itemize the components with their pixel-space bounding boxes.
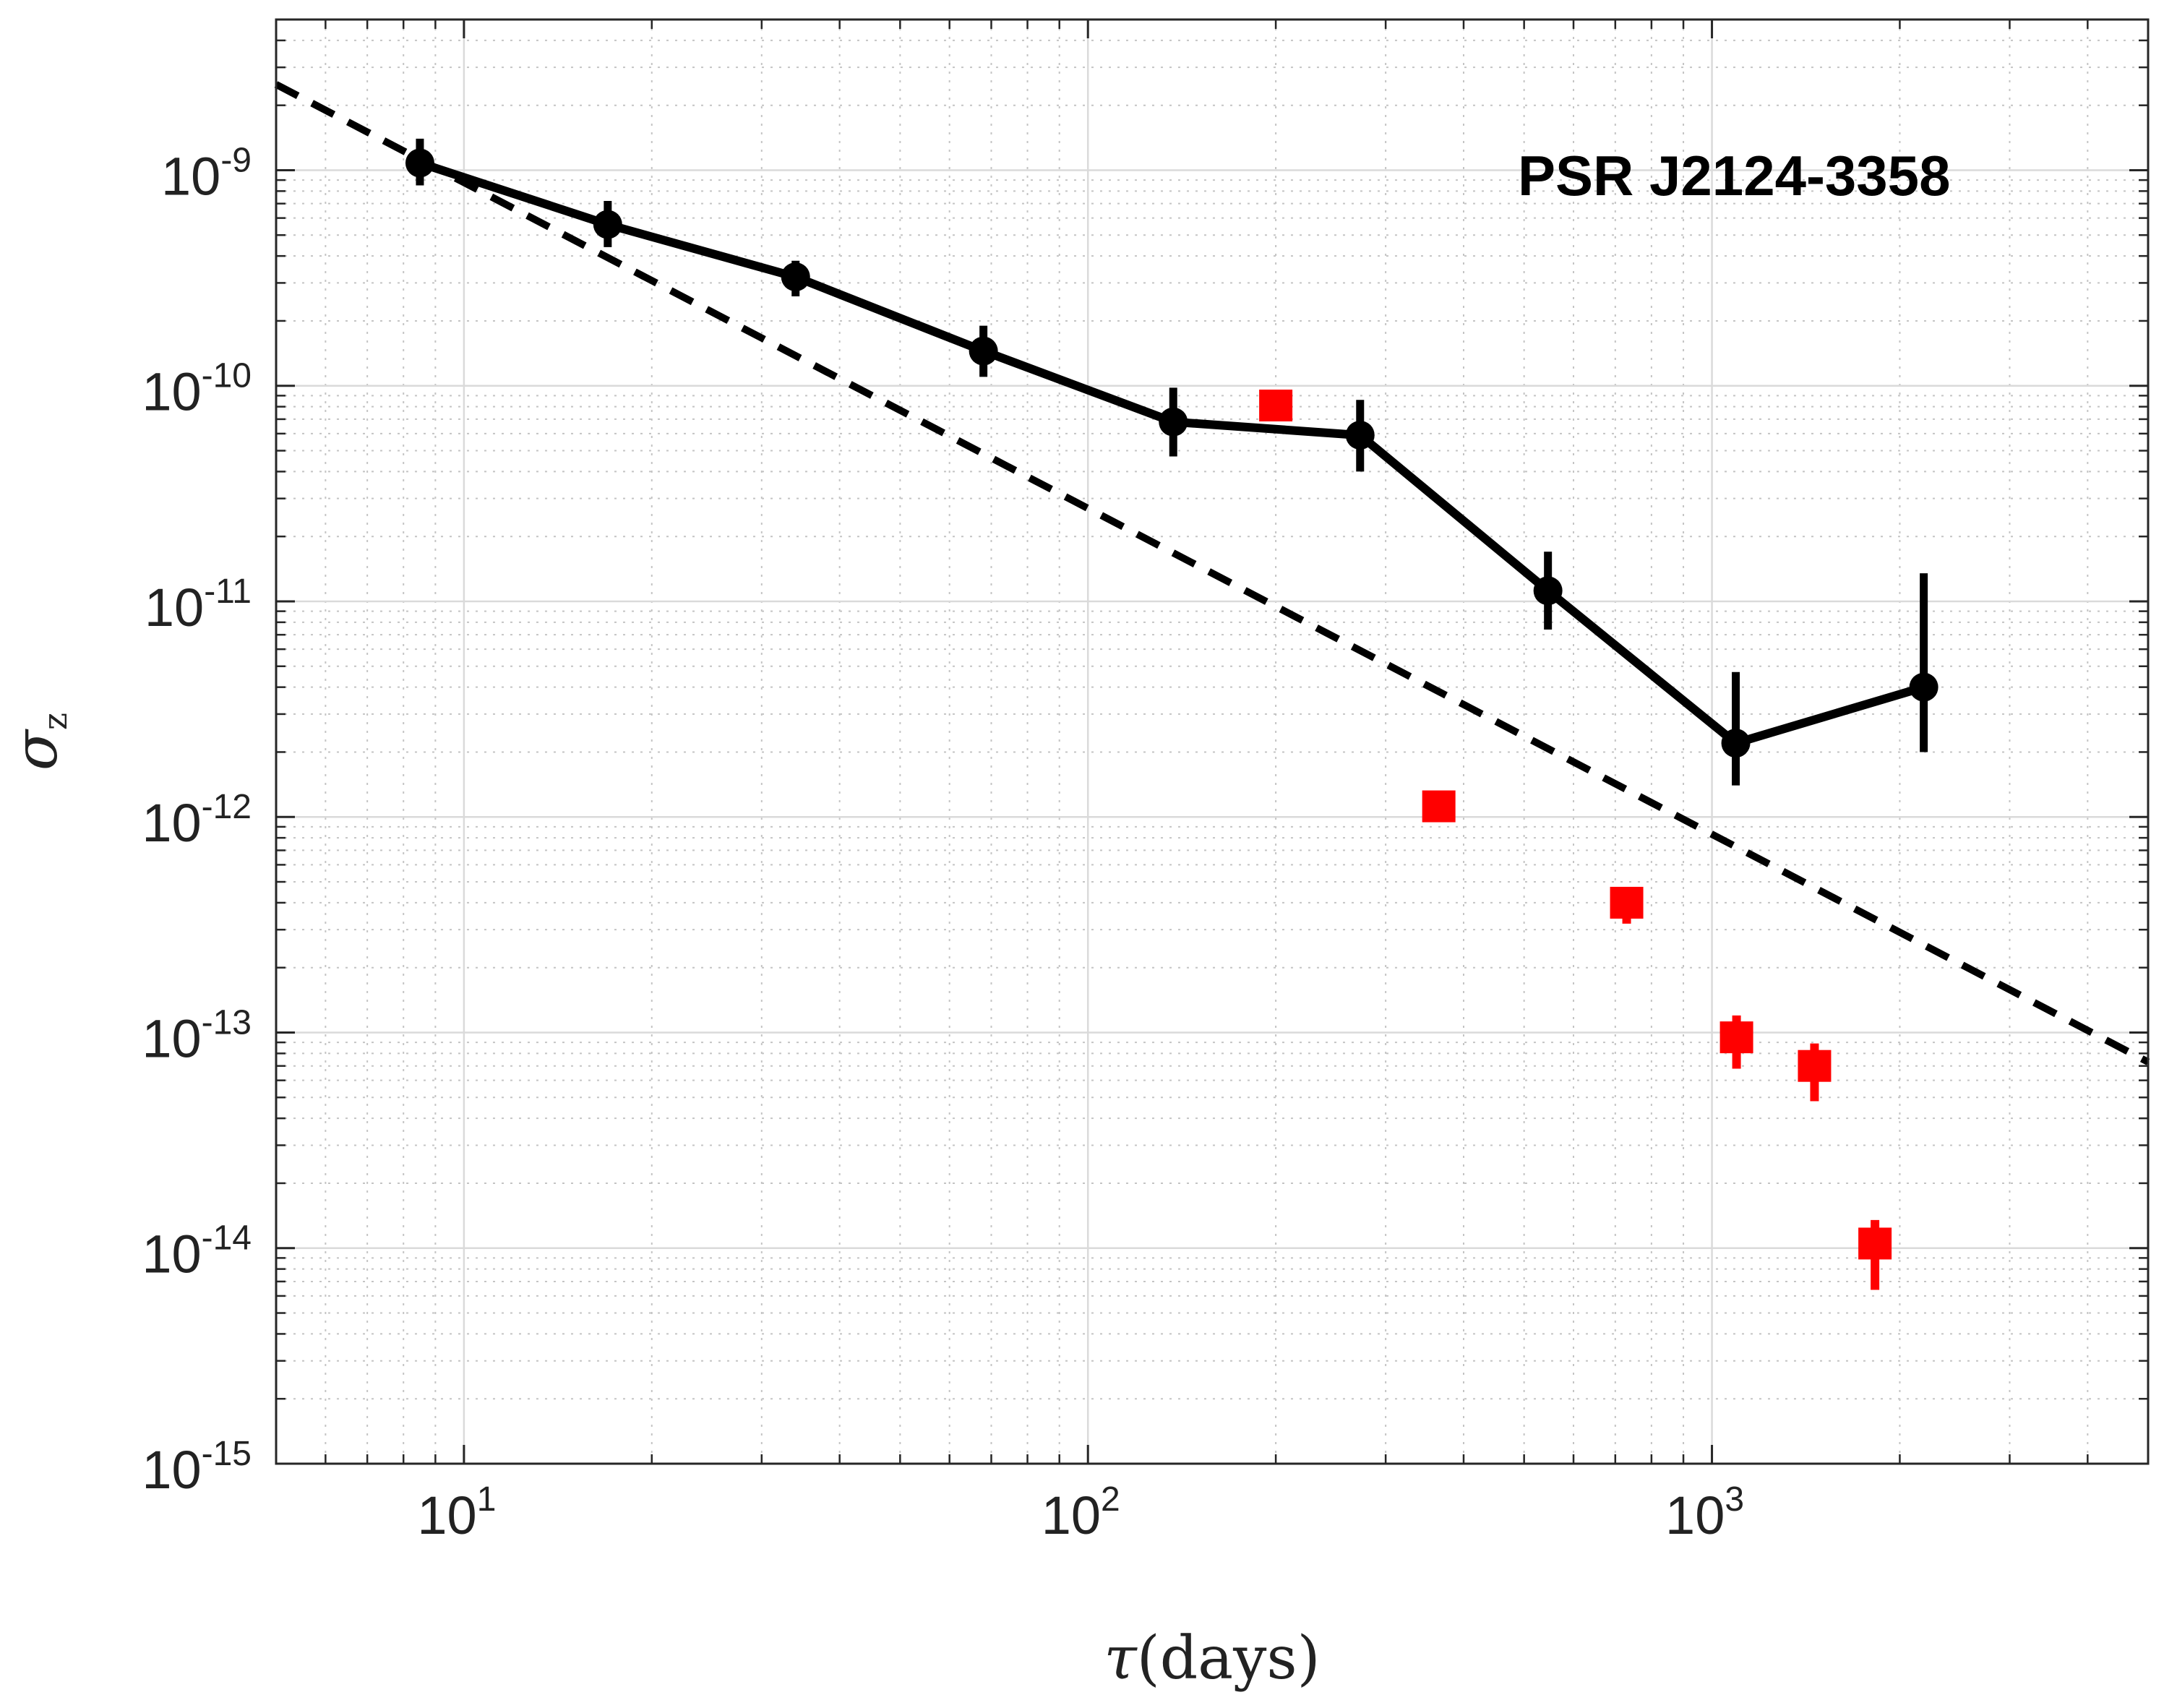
x-axis-symbol: τ bbox=[1104, 1624, 1138, 1693]
data-point-red bbox=[1858, 1227, 1892, 1260]
x-axis-unit: (days) bbox=[1137, 1624, 1321, 1693]
x-axis-title: τ(days) bbox=[1104, 1624, 1320, 1693]
data-point-red bbox=[1610, 886, 1644, 919]
y-tick-label: 10-14 bbox=[142, 1219, 252, 1284]
data-point bbox=[1533, 576, 1563, 606]
axis-ticks bbox=[275, 18, 2150, 1465]
y-tick-label: 10-12 bbox=[142, 788, 252, 853]
series-layer bbox=[274, 81, 2150, 1290]
y-tick-label: 10-9 bbox=[161, 141, 252, 206]
y-axis-title: σz bbox=[2, 713, 74, 771]
pulsar-annotation: PSR J2124-3358 bbox=[1518, 144, 1950, 207]
data-point bbox=[593, 210, 622, 239]
data-point bbox=[1721, 729, 1751, 758]
plot-frame bbox=[275, 18, 2150, 1465]
series-1 bbox=[1259, 390, 1892, 1290]
data-point bbox=[1159, 407, 1188, 437]
data-point-red bbox=[1798, 1050, 1832, 1082]
y-tick-label: 10-10 bbox=[142, 357, 252, 422]
y-tick-label: 10-11 bbox=[145, 572, 252, 638]
plot-area bbox=[276, 20, 2148, 1464]
data-point bbox=[1909, 672, 1938, 702]
x-tick-label: 102 bbox=[1042, 1480, 1120, 1545]
y-axis-symbol: σ bbox=[2, 729, 71, 771]
reference-slope-line bbox=[274, 81, 2150, 1065]
data-point bbox=[1345, 421, 1375, 450]
y-axis-subscript: z bbox=[35, 713, 74, 730]
series-2 bbox=[274, 81, 2150, 1065]
x-tick-label: 101 bbox=[417, 1480, 496, 1545]
data-point bbox=[969, 336, 998, 366]
y-tick-label: 10-13 bbox=[142, 1003, 252, 1068]
y-tick-label: 10-15 bbox=[142, 1435, 252, 1500]
data-point-red bbox=[1259, 390, 1293, 422]
data-point-red bbox=[1719, 1021, 1753, 1054]
tick-labels: 101 102 103 10-9 10-10 10-11 10-12 10-13 10-14 10… bbox=[142, 141, 1744, 1545]
data-point-red bbox=[1422, 790, 1456, 823]
x-tick-label: 103 bbox=[1665, 1480, 1744, 1545]
svg-text:σz: σz bbox=[2, 713, 74, 771]
data-point bbox=[781, 262, 810, 292]
svg-text:τ(days): τ(days) bbox=[1104, 1624, 1320, 1693]
